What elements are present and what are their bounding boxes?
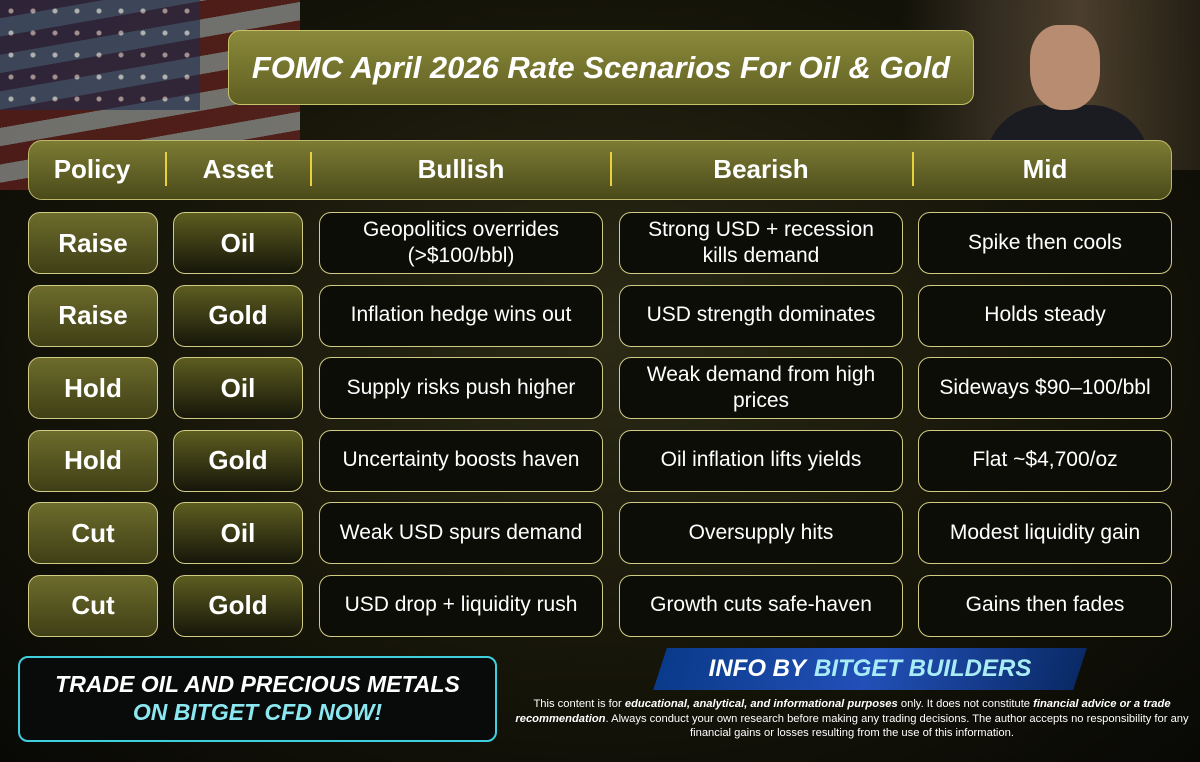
- cta-line: ON BITGET CFD NOW!: [132, 699, 383, 725]
- info-brand: BITGET BUILDERS: [814, 655, 1032, 682]
- disclaimer-emphasis: financial advice or a trade recommendati…: [515, 698, 1171, 725]
- column-header: Policy: [53, 153, 131, 184]
- table-cell: Hold: [28, 357, 158, 419]
- table-cell: Sideways $90–100/bbl: [918, 357, 1172, 419]
- table-cell: Holds steady: [918, 284, 1172, 347]
- table-cell: Weak demand from high prices: [619, 357, 903, 419]
- disclaimer-emphasis: educational, analytical, and information…: [624, 698, 898, 710]
- speaker-head: [1030, 25, 1100, 110]
- column-header: Bearish: [713, 153, 809, 184]
- table-cell: Gold: [173, 429, 303, 492]
- table-cell: Gold: [173, 284, 303, 347]
- table-cell: Hold: [28, 429, 158, 492]
- cta-line: TRADE OIL AND PRECIOUS METALS: [55, 671, 460, 698]
- column-header: Bullish: [417, 153, 505, 184]
- table-cell: USD strength dominates: [619, 284, 903, 347]
- table-cell: Modest liquidity gain: [918, 502, 1172, 564]
- table-cell: Oil: [173, 212, 303, 274]
- table-cell: Strong USD + recession kills demand: [619, 212, 903, 274]
- table-cell: Raise: [28, 212, 158, 274]
- table-cell: Flat ~$4,700/oz: [918, 429, 1172, 492]
- table-cell: Gains then fades: [918, 574, 1172, 637]
- table-cell: Supply risks push higher: [319, 357, 603, 419]
- table-cell: Cut: [28, 502, 158, 564]
- title: FOMC April 2026 Rate Scenarios For Oil &…: [228, 30, 974, 105]
- table-cell: Oversupply hits: [619, 502, 903, 564]
- table-cell: Cut: [28, 574, 158, 637]
- column-header: Mid: [1022, 153, 1068, 184]
- header-separator: [610, 152, 612, 186]
- table-cell: Geopolitics overrides (>$100/bbl): [319, 212, 603, 274]
- table-cell: Weak USD spurs demand: [319, 502, 603, 564]
- disclaimer-text: This content is for: [533, 698, 625, 710]
- header-separator: [310, 152, 312, 186]
- header-separator: [165, 152, 167, 186]
- table-cell: Spike then cools: [918, 212, 1172, 274]
- table-cell: Oil inflation lifts yields: [619, 429, 903, 492]
- info-prefix: INFO BY: [708, 655, 806, 682]
- header-separator: [912, 152, 914, 186]
- disclaimer: This content is for educational, analyti…: [512, 697, 1192, 741]
- cta-box[interactable]: TRADE OIL AND PRECIOUS METALS ON BITGET …: [18, 656, 497, 742]
- table-cell: Growth cuts safe-haven: [619, 574, 903, 637]
- table-cell: USD drop + liquidity rush: [319, 574, 603, 637]
- table-cell: Gold: [173, 574, 303, 637]
- disclaimer-text: . Always conduct your own research befor…: [605, 712, 1189, 740]
- column-header: Asset: [202, 153, 274, 184]
- header-bar: [28, 140, 1172, 200]
- table-cell: Uncertainty boosts haven: [319, 429, 603, 492]
- table-cell: Oil: [173, 357, 303, 419]
- info-text: INFO BY BITGET BUILDERS: [660, 648, 1080, 690]
- flag-stars: [0, 0, 200, 110]
- disclaimer-text: only. It does not constitute: [897, 698, 1034, 710]
- table-cell: Oil: [173, 502, 303, 564]
- table-cell: Raise: [28, 284, 158, 347]
- table-cell: Inflation hedge wins out: [319, 284, 603, 347]
